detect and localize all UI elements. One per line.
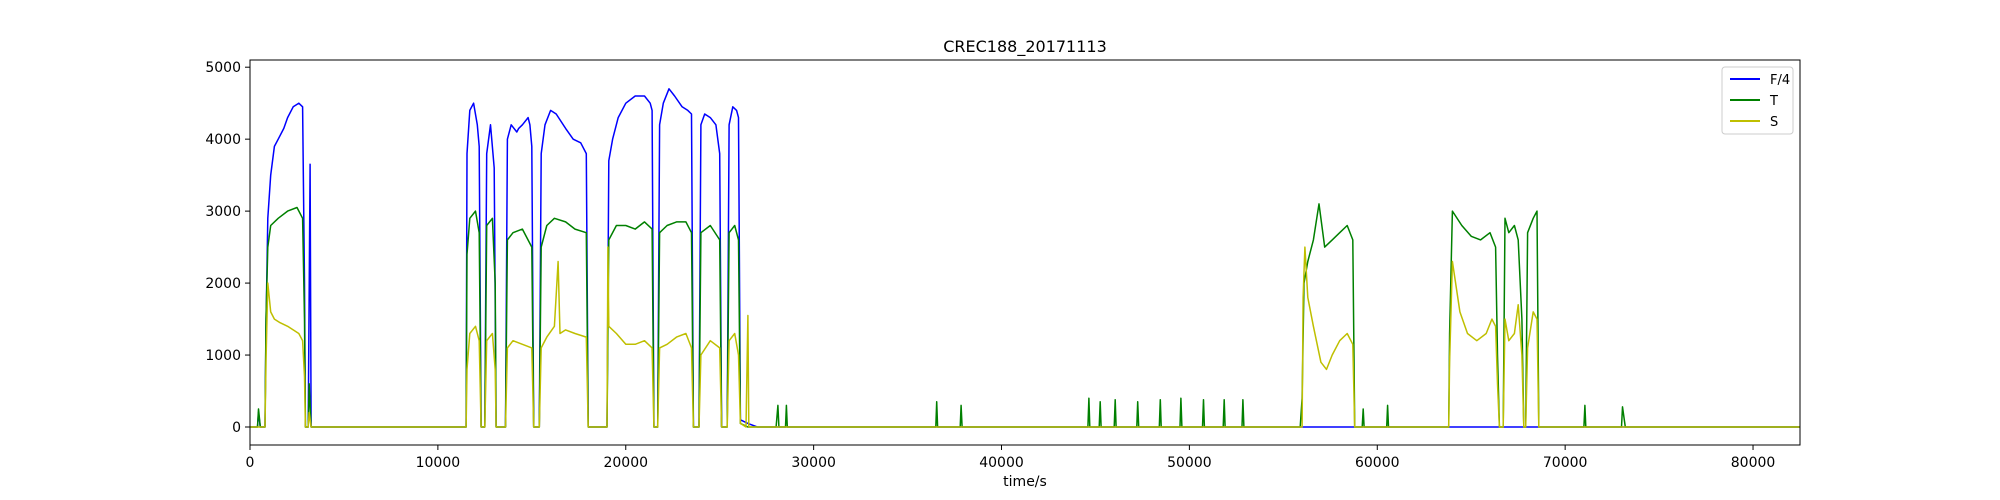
y-tick-label: 0 bbox=[232, 420, 241, 436]
y-axis: 0 1000 2000 3000 4000 5000 bbox=[205, 60, 250, 436]
y-tick-label: 2000 bbox=[205, 276, 241, 292]
x-tick-label: 10000 bbox=[416, 455, 461, 471]
x-tick-label: 20000 bbox=[603, 455, 648, 471]
y-tick-label: 4000 bbox=[205, 132, 241, 148]
legend-label-1: T bbox=[1769, 94, 1778, 109]
chart-title: CREC188_20171113 bbox=[943, 37, 1107, 57]
series-line-2 bbox=[250, 246, 1800, 428]
y-tick-label: 5000 bbox=[205, 60, 241, 76]
x-tick-label: 50000 bbox=[1167, 455, 1212, 471]
series-layer bbox=[250, 88, 1800, 428]
x-axis: 0 10000 20000 30000 40000 50000 60000 70000 8000… bbox=[246, 445, 1776, 471]
legend-label-0: F/4 bbox=[1770, 73, 1790, 88]
x-tick-label: 0 bbox=[246, 455, 255, 471]
x-tick-label: 80000 bbox=[1731, 455, 1776, 471]
legend-label-2: S bbox=[1770, 115, 1778, 130]
x-tick-label: 60000 bbox=[1355, 455, 1400, 471]
x-tick-label: 70000 bbox=[1543, 455, 1588, 471]
y-tick-label: 3000 bbox=[205, 204, 241, 220]
x-tick-label: 40000 bbox=[979, 455, 1024, 471]
plot-area-frame bbox=[249, 59, 1801, 446]
x-axis-label: time/s bbox=[1003, 474, 1047, 490]
y-tick-label: 1000 bbox=[205, 348, 241, 364]
legend: F/4 TS bbox=[1721, 66, 1794, 135]
x-tick-label: 30000 bbox=[791, 455, 836, 471]
